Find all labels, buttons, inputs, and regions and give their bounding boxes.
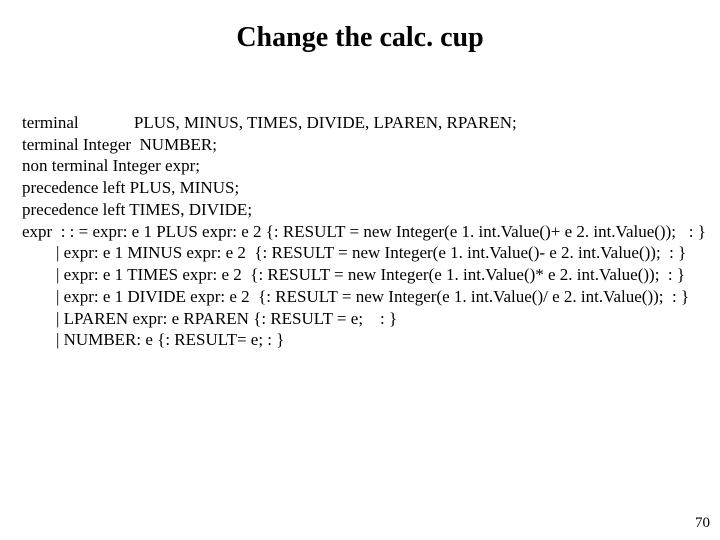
code-line: terminal PLUS, MINUS, TIMES, DIVIDE, LPA… <box>22 113 517 132</box>
code-line: non terminal Integer expr; <box>22 156 200 175</box>
page-number: 70 <box>695 515 710 532</box>
code-line: expr : : = expr: e 1 PLUS expr: e 2 {: R… <box>22 222 706 241</box>
code-line: | NUMBER: e {: RESULT= e; : } <box>22 330 284 349</box>
code-line: terminal Integer NUMBER; <box>22 135 217 154</box>
slide-body: terminal PLUS, MINUS, TIMES, DIVIDE, LPA… <box>22 90 698 373</box>
slide: Change the calc. cup terminal PLUS, MINU… <box>0 0 720 540</box>
code-line: | expr: e 1 TIMES expr: e 2 {: RESULT = … <box>22 265 685 284</box>
code-line: | expr: e 1 MINUS expr: e 2 {: RESULT = … <box>22 243 686 262</box>
code-line: precedence left TIMES, DIVIDE; <box>22 200 252 219</box>
code-line: | LPAREN expr: e RPAREN {: RESULT = e; :… <box>22 309 397 328</box>
code-line: | expr: e 1 DIVIDE expr: e 2 {: RESULT =… <box>22 287 689 306</box>
slide-title: Change the calc. cup <box>22 22 698 54</box>
code-line: precedence left PLUS, MINUS; <box>22 178 239 197</box>
